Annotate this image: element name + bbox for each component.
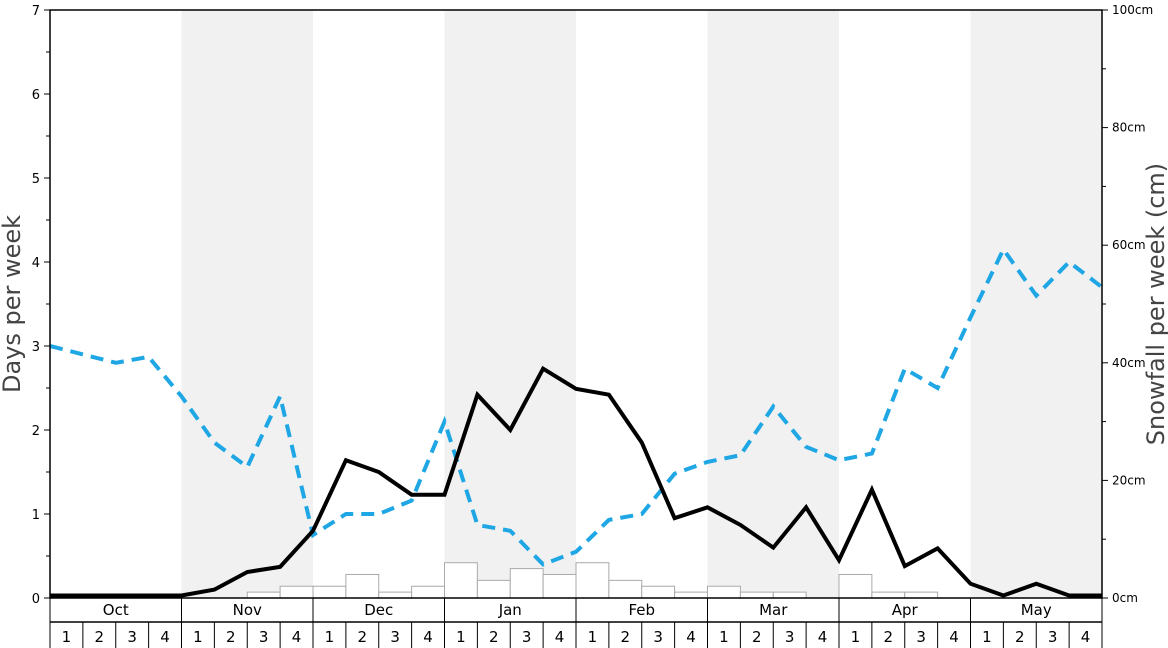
left-tick-label: 6 [32, 88, 40, 103]
week-label: 3 [522, 628, 532, 646]
week-label: 3 [916, 628, 926, 646]
snowfall-bar [509, 568, 544, 599]
left-tick-label: 5 [32, 172, 40, 187]
week-label: 2 [226, 628, 236, 646]
snowfall-bar [444, 562, 478, 599]
week-label: 3 [259, 628, 269, 646]
month-label-oct: Oct [103, 601, 129, 619]
right-axis: 0cm 20cm 40cm 60cm 80cm 100cm [1102, 3, 1153, 605]
week-label: 4 [160, 628, 170, 646]
left-tick-label: 2 [32, 424, 40, 439]
month-label-may: May [1021, 601, 1052, 619]
week-label: 4 [292, 628, 302, 646]
right-tick-label: 100cm [1112, 3, 1153, 17]
left-tick-label: 1 [32, 508, 40, 523]
week-label: 2 [1015, 628, 1025, 646]
snowfall-bar [575, 562, 610, 599]
week-label: 4 [818, 628, 828, 646]
week-label: 3 [1048, 628, 1058, 646]
right-tick-label: 20cm [1112, 473, 1146, 487]
week-label: 2 [358, 628, 368, 646]
month-label-feb: Feb [628, 601, 655, 619]
month-label-nov: Nov [233, 601, 262, 619]
shade-may [970, 10, 1102, 598]
series-lines [49, 245, 1104, 598]
left-tick-label: 3 [32, 340, 40, 355]
right-tick-label: 40cm [1112, 356, 1146, 370]
week-label: 4 [1081, 628, 1091, 646]
month-label-dec: Dec [364, 601, 393, 619]
snowfall-bar [838, 573, 873, 599]
shade-mar [707, 10, 839, 598]
month-shading [181, 10, 1102, 598]
right-tick-label: 80cm [1112, 121, 1146, 135]
week-label: 1 [588, 628, 598, 646]
snowfall-bar [378, 591, 413, 599]
week-label: 4 [686, 628, 696, 646]
month-label-apr: Apr [892, 601, 919, 619]
snowfall-bar [476, 579, 511, 599]
snowfall-bar [312, 585, 347, 599]
days-series-line [50, 365, 1102, 598]
snowfall-bar [674, 591, 708, 599]
week-label: 2 [621, 628, 631, 646]
week-label: 1 [851, 628, 861, 646]
week-label: 1 [982, 628, 992, 646]
left-tick-label: 7 [32, 4, 40, 19]
week-label: 1 [62, 628, 72, 646]
snowfall-bar [641, 585, 676, 599]
week-label: 2 [95, 628, 105, 646]
dashed-series-line [49, 245, 1104, 567]
left-tick-label: 0 [32, 592, 40, 607]
week-label: 4 [423, 628, 433, 646]
left-tick-label: 4 [32, 256, 40, 271]
week-label: 1 [325, 628, 335, 646]
snowfall-bar [739, 591, 774, 599]
snowfall-bar [707, 585, 741, 599]
week-label: 3 [127, 628, 137, 646]
snowfall-bar [542, 573, 577, 599]
week-label: 2 [884, 628, 894, 646]
week-label: 2 [489, 628, 499, 646]
left-axis: 0 1 2 3 4 5 6 7 [32, 4, 50, 607]
right-tick-label: 60cm [1112, 238, 1146, 252]
snowfall-bar [345, 573, 380, 599]
week-label: 3 [653, 628, 663, 646]
week-label: 3 [390, 628, 400, 646]
week-label: 1 [456, 628, 466, 646]
snowfall-bar [279, 585, 314, 599]
snowfall-bar [871, 591, 906, 599]
shade-jan [444, 10, 576, 598]
snowfall-bar [411, 585, 445, 599]
right-axis-title: Snowfall per week (cm) [1142, 163, 1168, 445]
week-label: 1 [193, 628, 203, 646]
month-label-jan: Jan [498, 601, 522, 619]
month-label-mar: Mar [759, 601, 788, 619]
week-label: 1 [719, 628, 729, 646]
left-axis-title: Days per week [0, 215, 26, 393]
month-axis: Oct 1 2 3 4 Nov 1 2 3 4 Dec 1 2 3 4 Jan 1 2 3 4 Feb 1 2 3 4 Mar 1 2… [49, 598, 1103, 648]
week-label: 4 [555, 628, 565, 646]
snowfall-bar [904, 591, 939, 599]
right-tick-label: 0cm [1112, 591, 1138, 605]
week-label: 3 [785, 628, 795, 646]
snowfall-bar [772, 591, 807, 599]
snowfall-bar [246, 591, 281, 599]
snowfall-bar [608, 579, 643, 599]
week-label: 2 [752, 628, 762, 646]
shade-nov [181, 10, 313, 598]
week-label: 4 [949, 628, 959, 646]
